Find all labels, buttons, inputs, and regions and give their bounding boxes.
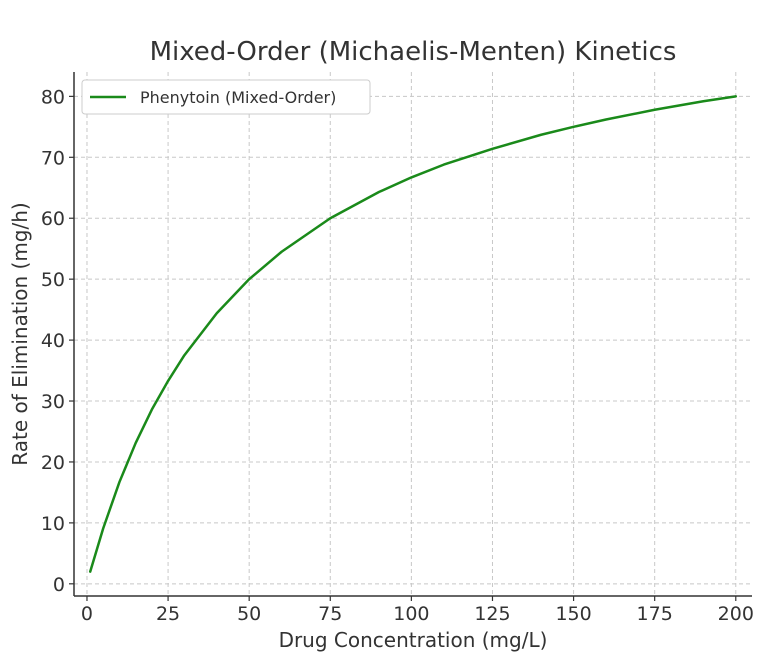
y-tick-label: 20: [41, 452, 65, 474]
x-axis-label: Drug Concentration (mg/L): [279, 628, 548, 652]
y-tick-label: 60: [41, 208, 65, 230]
x-tick-label: 0: [81, 603, 93, 625]
y-tick-label: 10: [41, 513, 65, 535]
y-tick-label: 0: [53, 574, 65, 596]
y-tick-label: 80: [41, 86, 65, 108]
x-tick-label: 125: [474, 603, 510, 625]
legend-box: [81, 79, 371, 115]
x-tick-label: 75: [318, 603, 342, 625]
legend-label: Phenytoin (Mixed-Order): [140, 88, 336, 107]
y-axis-label: Rate of Elimination (mg/h): [8, 202, 32, 465]
x-tick-label: 50: [237, 603, 261, 625]
chart-title: Mixed-Order (Michaelis-Menten) Kinetics: [150, 37, 677, 67]
y-tick-label: 50: [41, 269, 65, 291]
x-tick-label: 175: [637, 603, 673, 625]
y-tick-label: 30: [41, 391, 65, 413]
x-tick-label: 100: [393, 603, 429, 625]
x-tick-label: 25: [156, 603, 180, 625]
y-tick-label: 70: [41, 147, 65, 169]
legend: Phenytoin (Mixed-Order): [81, 79, 371, 115]
y-tick-label: 40: [41, 330, 65, 352]
series-line-phenytoin: [88, 95, 738, 573]
x-tick-label: 200: [718, 603, 754, 625]
x-tick-label: 150: [555, 603, 591, 625]
